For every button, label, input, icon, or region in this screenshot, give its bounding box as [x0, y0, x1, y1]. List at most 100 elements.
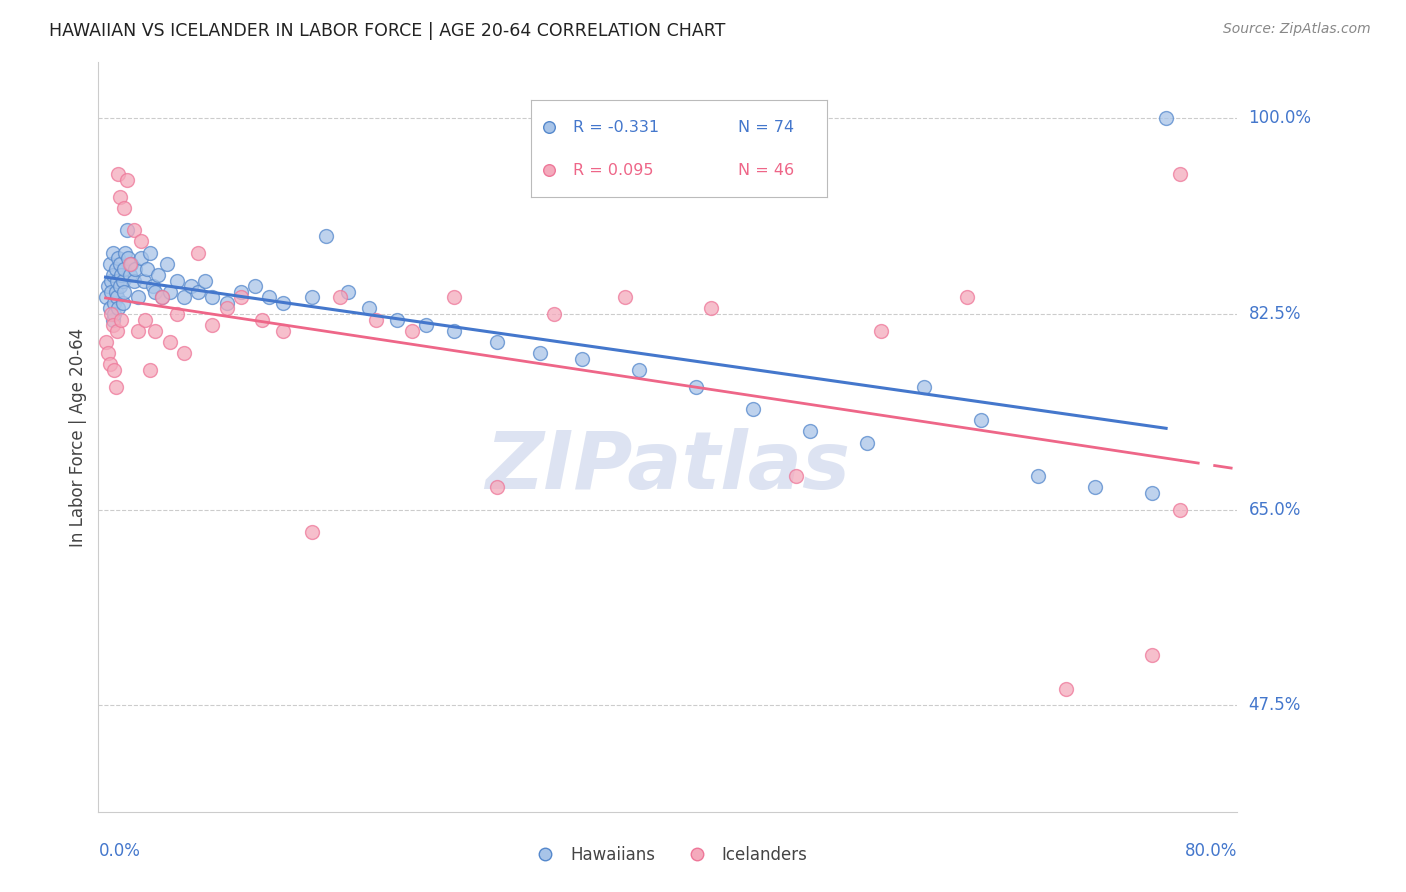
Point [103, 307, 125, 321]
Point [614, 290, 637, 304]
Point [117, 251, 139, 265]
Point [1056, 681, 1078, 696]
Point [94, 334, 117, 349]
Point [100, 273, 122, 287]
Point [104, 262, 127, 277]
Text: 80.0%: 80.0% [1185, 842, 1237, 860]
Point [112, 285, 135, 299]
Point [243, 279, 266, 293]
Point [970, 413, 993, 427]
Point [215, 301, 238, 316]
Point [127, 290, 149, 304]
Point [1026, 469, 1049, 483]
Point [173, 346, 195, 360]
Point [529, 346, 551, 360]
Point [152, 290, 174, 304]
Y-axis label: In Labor Force | Age 20-64: In Labor Force | Age 20-64 [69, 327, 87, 547]
Point [1170, 502, 1192, 516]
Point [180, 279, 202, 293]
Point [115, 223, 138, 237]
Point [364, 312, 387, 326]
Point [112, 262, 135, 277]
Point [111, 273, 134, 287]
Point [122, 223, 145, 237]
Point [104, 380, 127, 394]
Point [97, 346, 120, 360]
Point [329, 290, 352, 304]
Point [415, 318, 437, 333]
Text: 100.0%: 100.0% [1249, 110, 1312, 128]
Point [1140, 648, 1163, 662]
Point [108, 257, 131, 271]
Point [166, 273, 188, 287]
Point [387, 312, 409, 326]
Point [336, 285, 359, 299]
Point [259, 290, 281, 304]
Point [194, 273, 217, 287]
Point [173, 290, 195, 304]
Text: Source: ZipAtlas.com: Source: ZipAtlas.com [1223, 22, 1371, 37]
Point [301, 290, 323, 304]
Point [134, 312, 156, 326]
Point [132, 273, 155, 287]
Point [685, 380, 707, 394]
Point [870, 324, 893, 338]
Point [152, 290, 174, 304]
Point [135, 262, 157, 277]
Text: 0.0%: 0.0% [98, 842, 141, 860]
Point [138, 363, 160, 377]
Point [105, 324, 128, 338]
Point [110, 268, 132, 282]
Point [112, 201, 135, 215]
Point [105, 273, 128, 287]
Point [138, 245, 160, 260]
Point [108, 279, 131, 293]
Point [94, 290, 117, 304]
Point [166, 307, 188, 321]
Point [98, 358, 121, 372]
Point [229, 285, 252, 299]
Point [129, 235, 152, 249]
Point [156, 257, 179, 271]
Point [148, 268, 170, 282]
Point [115, 173, 138, 187]
Point [145, 324, 167, 338]
Point [159, 285, 181, 299]
Point [107, 167, 129, 181]
Point [201, 318, 224, 333]
Point [486, 480, 509, 494]
Point [301, 525, 323, 540]
Point [159, 334, 181, 349]
Text: HAWAIIAN VS ICELANDER IN LABOR FORCE | AGE 20-64 CORRELATION CHART: HAWAIIAN VS ICELANDER IN LABOR FORCE | A… [49, 22, 725, 40]
Point [543, 307, 565, 321]
Point [101, 312, 124, 326]
Point [120, 257, 142, 271]
Text: 65.0%: 65.0% [1249, 500, 1301, 519]
Legend: Hawaiians, Icelanders: Hawaiians, Icelanders [522, 839, 814, 871]
Point [1140, 486, 1163, 500]
Point [145, 285, 167, 299]
Point [101, 245, 124, 260]
Point [122, 273, 145, 287]
Text: ZIPatlas: ZIPatlas [485, 428, 851, 506]
Point [141, 279, 163, 293]
Point [799, 425, 821, 439]
Point [127, 324, 149, 338]
Point [118, 268, 141, 282]
Point [1170, 167, 1192, 181]
Point [486, 334, 509, 349]
Point [201, 290, 224, 304]
Point [108, 189, 131, 203]
Point [273, 324, 295, 338]
Point [103, 296, 125, 310]
Point [215, 296, 238, 310]
Point [856, 435, 879, 450]
Point [107, 251, 129, 265]
Point [111, 296, 134, 310]
Point [101, 318, 124, 333]
Point [100, 285, 122, 299]
Point [250, 312, 273, 326]
Point [105, 290, 128, 304]
Point [956, 290, 979, 304]
Point [912, 380, 935, 394]
